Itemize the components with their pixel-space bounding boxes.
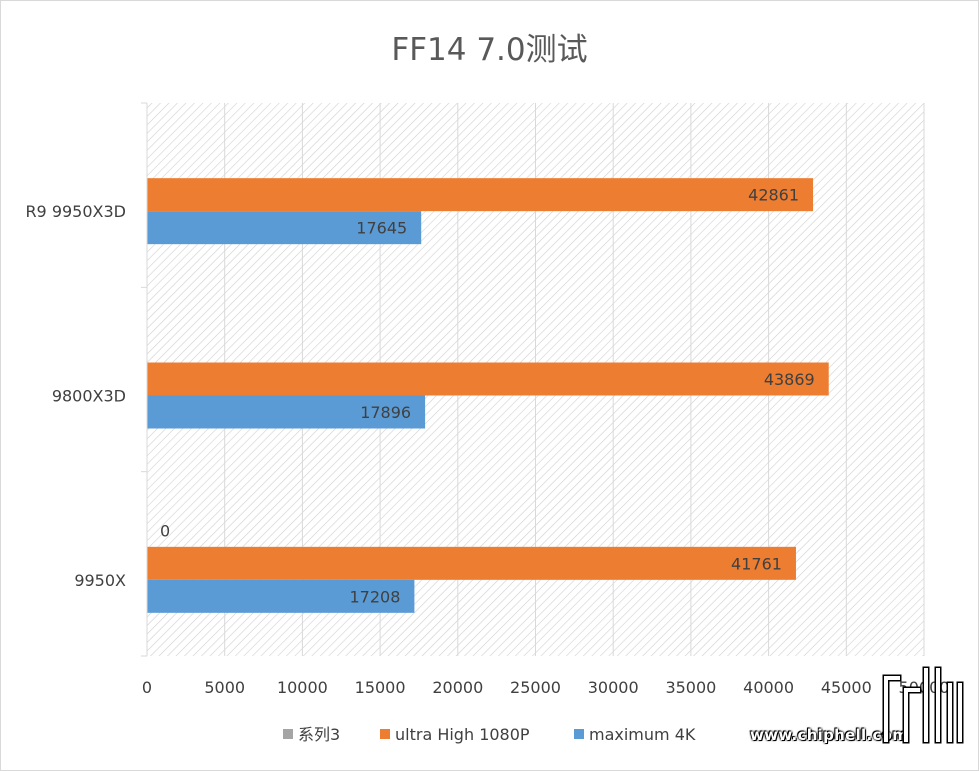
legend-label: 系列3 — [298, 725, 340, 744]
bar — [147, 579, 415, 613]
x-tick-label: 20000 — [432, 678, 483, 697]
data-label: 42861 — [748, 186, 799, 205]
data-label: 0 — [160, 521, 170, 540]
data-label: 43869 — [764, 370, 815, 389]
category-label: 9950X — [74, 571, 126, 590]
bar — [147, 395, 426, 429]
data-label: 17645 — [356, 219, 407, 238]
data-label: 41761 — [731, 554, 782, 573]
category-label: 9800X3D — [52, 387, 126, 406]
bar — [147, 211, 422, 245]
legend-label: ultra High 1080P — [395, 725, 530, 744]
chart-title: FF14 7.0测试 — [391, 32, 588, 68]
x-tick-label: 0 — [142, 678, 152, 697]
legend-swatch — [574, 729, 584, 739]
x-tick-label: 5000 — [204, 678, 245, 697]
category-label: R9 9950X3D — [25, 202, 126, 221]
x-tick-label: 25000 — [510, 678, 561, 697]
bar — [147, 546, 796, 580]
legend-swatch — [380, 729, 390, 739]
bar — [147, 362, 829, 396]
data-label: 17896 — [360, 403, 411, 422]
x-tick-label: 35000 — [665, 678, 716, 697]
chiphell-logo — [882, 666, 964, 744]
legend-swatch — [283, 729, 293, 739]
bar — [147, 178, 814, 212]
watermark-text: www.chiphell.com — [750, 726, 909, 744]
x-tick-label: 45000 — [821, 678, 872, 697]
data-label: 17208 — [350, 587, 401, 606]
legend-label: maximum 4K — [589, 725, 696, 744]
x-tick-label: 40000 — [743, 678, 794, 697]
x-tick-label: 15000 — [355, 678, 406, 697]
x-tick-label: 10000 — [277, 678, 328, 697]
x-tick-label: 30000 — [588, 678, 639, 697]
